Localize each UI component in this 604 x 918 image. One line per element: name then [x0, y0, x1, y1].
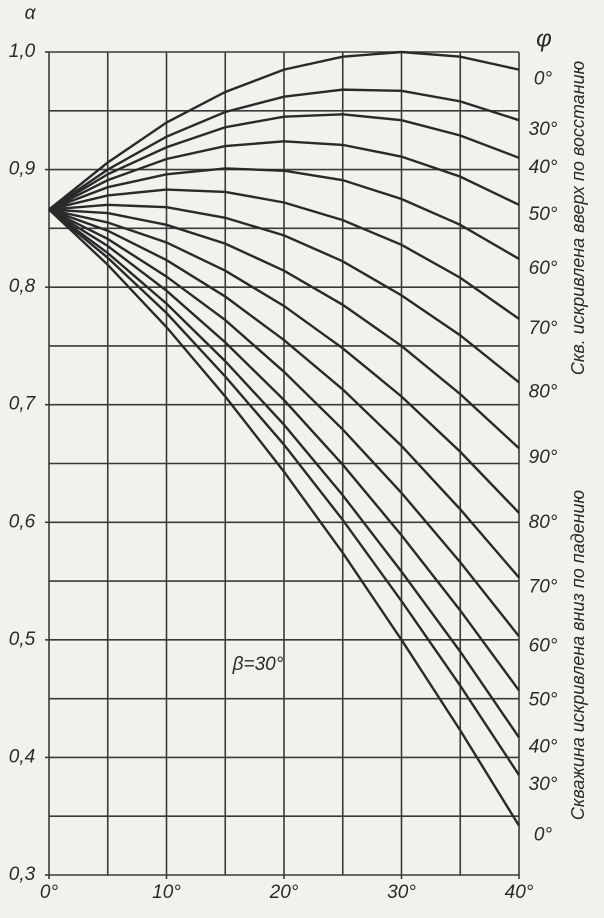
series-end-label: 50°: [529, 689, 558, 710]
side-label-lower: Скважина искривлена вниз по падению: [568, 490, 588, 820]
curve: [48, 208, 520, 739]
y-tick-label: 0,6: [9, 511, 36, 532]
curve: [48, 203, 520, 384]
curve: [48, 140, 520, 211]
y-tick-label: 0,7: [9, 394, 37, 415]
curve: [48, 50, 520, 211]
series-end-label: 90°: [529, 447, 558, 468]
x-tick-label: 20°: [269, 882, 299, 903]
curve: [48, 208, 521, 776]
y-tick-label: 0,9: [9, 159, 36, 180]
series-end-label: 80°: [529, 381, 558, 402]
series-label: φ: [536, 25, 552, 52]
series-end-label: 80°: [529, 512, 558, 533]
curve: [48, 208, 520, 450]
curve: [48, 208, 520, 579]
series-end-label: 30°: [529, 119, 558, 140]
curve: [48, 167, 520, 260]
series-end-label: 70°: [529, 577, 558, 598]
series-end-label: 70°: [529, 318, 558, 339]
curve: [48, 208, 520, 638]
curve: [48, 208, 520, 692]
x-tick-label: 0°: [40, 882, 59, 903]
y-tick-label: 0,3: [9, 864, 36, 885]
series-end-label: 40°: [529, 736, 558, 757]
series-end-label: 0°: [534, 825, 553, 846]
series-end-label: 60°: [529, 258, 558, 279]
curve: [48, 113, 520, 211]
curve: [48, 208, 520, 514]
series-end-label: 50°: [529, 204, 558, 225]
y-tick-label: 1,0: [9, 41, 36, 62]
curve: [48, 88, 520, 211]
annotation: β=30°: [232, 654, 284, 675]
series-end-label: 30°: [529, 774, 558, 795]
series-end-label: 60°: [529, 635, 558, 656]
x-tick-label: 40°: [505, 882, 534, 903]
curve: [48, 188, 520, 320]
x-tick-label: 30°: [387, 882, 416, 903]
curve: [48, 208, 521, 827]
series-end-label: 40°: [529, 157, 558, 178]
side-label-upper: Скв. искривлена вверх по восстанию: [568, 61, 588, 375]
series-end-label: 0°: [534, 69, 553, 90]
x-tick-label: 10°: [152, 882, 181, 903]
y-tick-label: 0,8: [9, 276, 36, 297]
y-axis-label: α: [25, 3, 37, 24]
y-tick-label: 0,4: [9, 746, 35, 767]
y-tick-label: 0,5: [9, 629, 36, 650]
